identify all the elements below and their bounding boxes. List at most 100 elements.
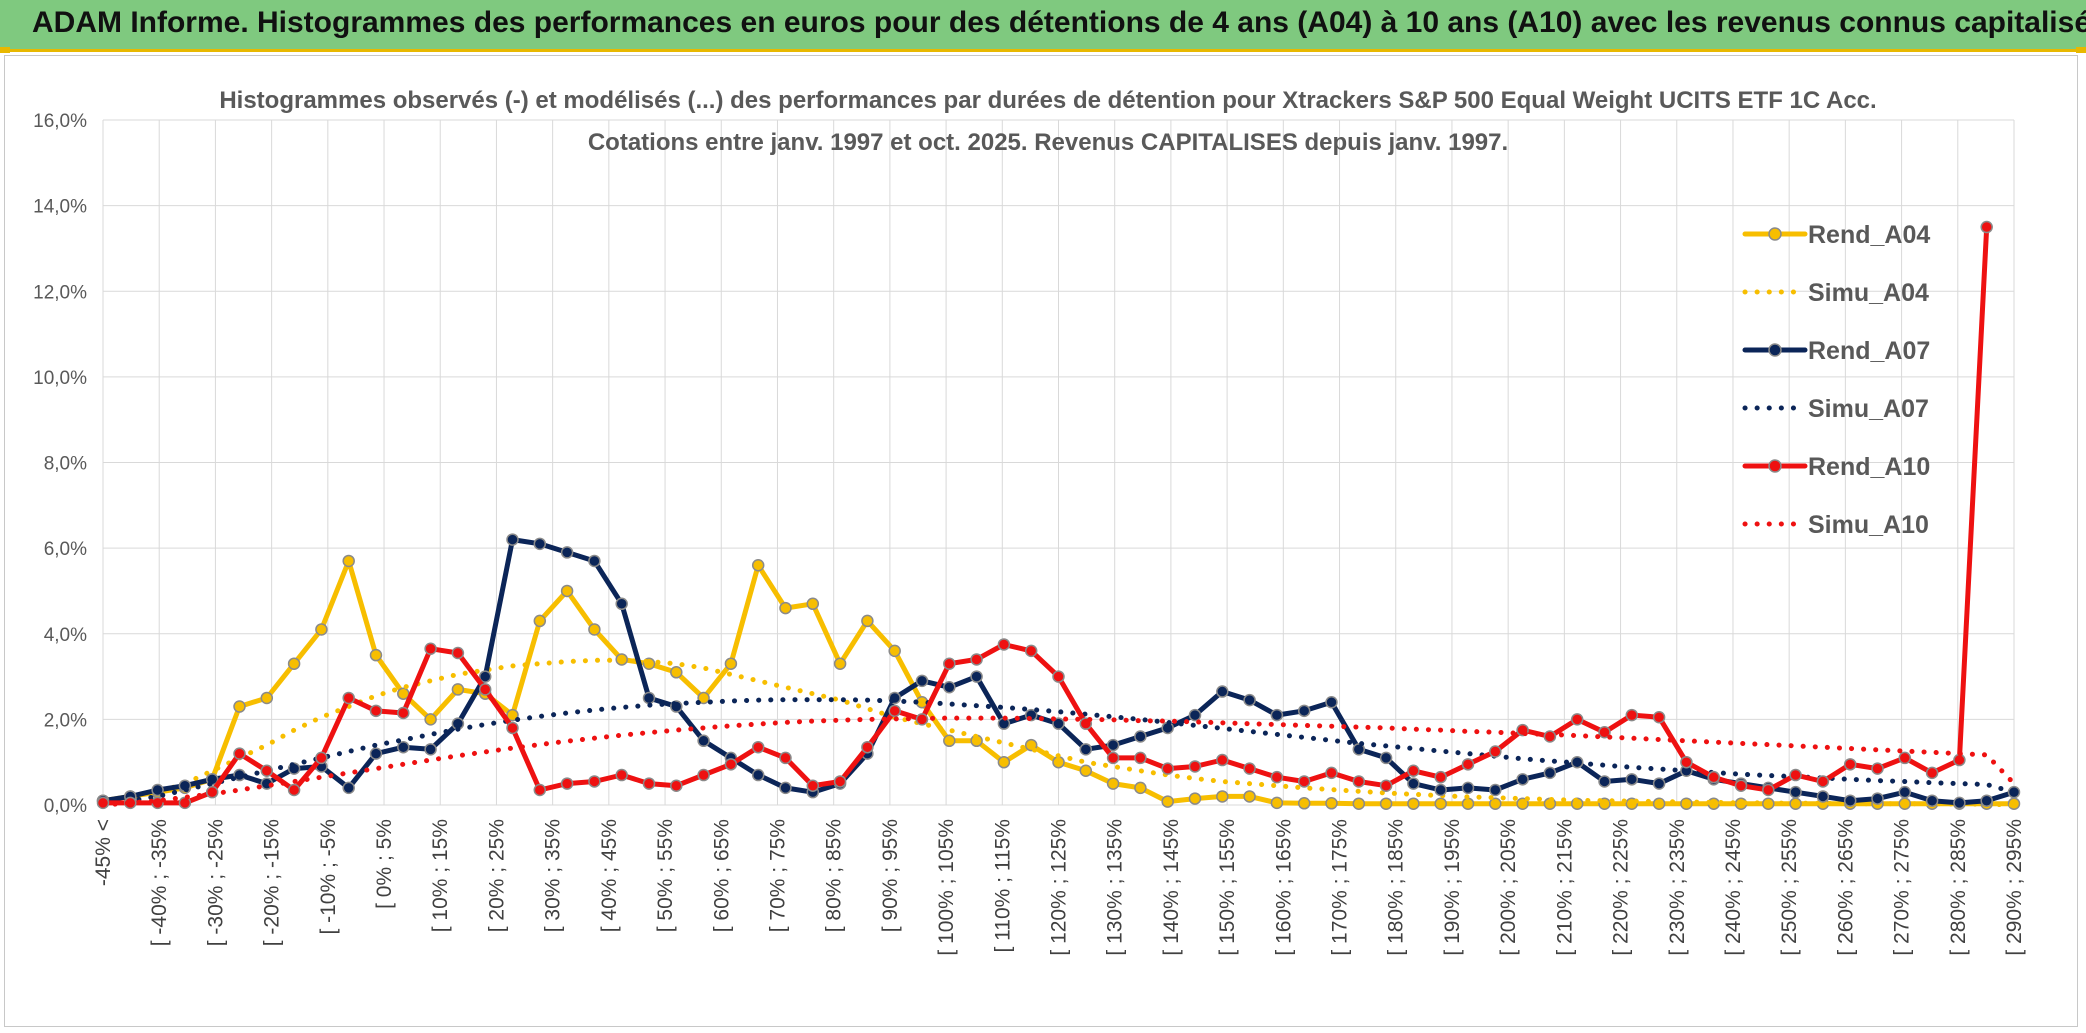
x-tick-label: [ 20% ; 25% [485, 819, 508, 932]
data-point [1707, 770, 1720, 784]
x-tick-label: [ 180% ; 185% [1385, 819, 1408, 956]
data-point [1434, 783, 1447, 797]
legend-label: Rend_A07 [1808, 337, 1930, 365]
data-point [451, 646, 465, 660]
data-point [1352, 775, 1366, 788]
data-point [697, 768, 710, 782]
corner-accent-right [2076, 47, 2086, 53]
data-point [1106, 751, 1120, 765]
data-point [451, 683, 465, 696]
data-point [1352, 743, 1366, 756]
x-tick-label: [ 150% ; 155% [1216, 819, 1239, 956]
data-point [1489, 783, 1502, 797]
data-point [1898, 785, 1912, 799]
x-tick-label: [ 30% ; 35% [542, 819, 565, 932]
chart-subtitle: Cotations entre janv. 1997 et oct. 2025.… [588, 129, 1508, 156]
legend-marker [1768, 227, 1782, 241]
gridlines [102, 119, 2015, 806]
chart-title: Histogrammes observés (-) et modélisés (… [219, 87, 1876, 114]
data-point [1625, 708, 1639, 722]
x-tick-label: [ 280% ; 285% [1947, 819, 1970, 956]
data-point [1489, 745, 1502, 758]
data-point [315, 751, 328, 765]
data-point [1052, 670, 1065, 683]
data-point [560, 584, 574, 598]
x-tick-label: [ 290% ; 295% [2003, 819, 2026, 956]
data-point [1297, 775, 1311, 788]
data-point [751, 768, 765, 782]
data-point [1216, 685, 1229, 698]
report-banner: ADAM Informe. Histogrammes des performan… [0, 0, 2086, 52]
x-tick-label: [ 140% ; 145% [1160, 819, 1183, 956]
series-line-simu-a10 [100, 715, 2017, 808]
data-point [1325, 797, 1338, 810]
data-point [588, 623, 601, 636]
data-point [1461, 758, 1475, 771]
data-point [1052, 717, 1065, 730]
legend-label: Rend_A10 [1808, 453, 1930, 481]
data-point [1270, 708, 1284, 722]
y-tick-label: 16,0% [33, 111, 87, 132]
data-point [888, 704, 901, 718]
x-tick-label: [ 230% ; 235% [1666, 819, 1689, 956]
data-point [1134, 781, 1147, 795]
series-line-simu-a04 [100, 657, 2017, 808]
data-point [1489, 797, 1502, 810]
data-point [1461, 797, 1475, 810]
y-axis-ticks: 0,0% 2,0% 4,0% 6,0% 8,0% 10,0% 12,0% 14,0% 16,0% [33, 111, 87, 817]
x-tick-label: [ 260% ; 265% [1834, 819, 1857, 956]
legend: Rend_A04 Simu_A04 Rend_A07 Simu_A07 Rend_A10… [1742, 221, 1930, 539]
data-point [1625, 773, 1639, 786]
data-point [1161, 795, 1174, 808]
data-point [1516, 773, 1529, 786]
x-tick-label: [ 130% ; 135% [1104, 819, 1127, 956]
y-tick-label: 4,0% [44, 625, 87, 646]
data-point [369, 704, 383, 718]
data-point [1052, 755, 1065, 769]
x-tick-label: [ -30% ; -25% [204, 819, 227, 946]
series-line-rend-a10 [100, 224, 1990, 806]
x-tick-label: [ 270% ; 275% [1891, 819, 1914, 956]
series-simu-a07 [100, 697, 2017, 808]
data-point [970, 653, 983, 666]
data-point [533, 783, 547, 797]
data-point [697, 734, 710, 748]
data-point [1598, 725, 1611, 739]
data-point [1953, 753, 1966, 767]
data-point [560, 777, 574, 790]
data-point [1216, 790, 1229, 803]
data-point [369, 648, 383, 662]
data-point [1680, 755, 1693, 769]
data-point [478, 670, 492, 683]
legend-item-rend-a10: Rend_A10 [1742, 453, 1930, 481]
data-point [915, 674, 929, 688]
data-point [724, 657, 738, 670]
data-point [1652, 777, 1666, 790]
data-point [342, 781, 355, 795]
data-point [615, 597, 628, 611]
data-point [997, 638, 1011, 651]
x-tick-label: [ 70% ; 75% [766, 819, 789, 932]
data-point [888, 644, 901, 658]
y-tick-label: 6,0% [44, 539, 87, 560]
data-point [1161, 762, 1174, 775]
data-point [1762, 783, 1775, 797]
data-point [342, 554, 355, 568]
data-point [1816, 790, 1830, 803]
data-point [997, 755, 1011, 769]
data-point [970, 670, 983, 683]
data-point [560, 546, 574, 559]
data-point [779, 601, 792, 615]
data-point [943, 734, 956, 748]
data-point [1871, 792, 1884, 805]
x-tick-label: [ -20% ; -15% [261, 819, 284, 946]
data-point [588, 554, 601, 568]
data-point [1570, 713, 1584, 726]
data-point [315, 623, 328, 636]
data-point [861, 740, 874, 754]
y-tick-label: 2,0% [44, 710, 87, 731]
data-point [397, 740, 410, 754]
data-point [1216, 753, 1229, 767]
data-point [1243, 693, 1256, 707]
data-point [1270, 796, 1284, 810]
